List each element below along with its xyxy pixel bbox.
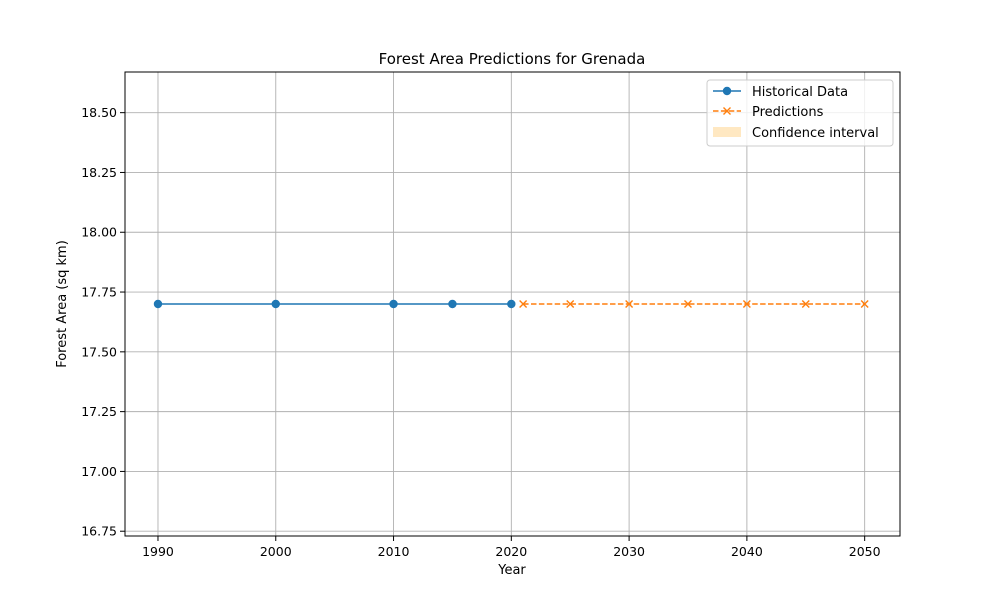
legend-frame (706, 79, 894, 147)
x-tick-label: 2020 (495, 544, 527, 559)
series-layer (153, 299, 869, 309)
legend-confidence-label: Confidence interval (752, 126, 879, 141)
y-tick-label: 16.75 (81, 524, 117, 539)
historical-point (153, 299, 163, 309)
x-tick-label: 2010 (378, 544, 410, 559)
x-tick-label: 2000 (260, 544, 292, 559)
legend-historical-marker (722, 86, 732, 96)
x-tick-label: 2050 (849, 544, 881, 559)
y-tick-label: 17.75 (81, 285, 117, 300)
legend-historical-label: Historical Data (752, 85, 848, 100)
y-tick-label: 18.50 (81, 105, 117, 120)
y-axis-label: Forest Area (sq km) (55, 240, 70, 368)
prediction-point (742, 300, 751, 308)
legend-confidence-swatch (713, 127, 741, 137)
historical-point (507, 299, 516, 309)
chart-title: Forest Area Predictions for Grenada (379, 50, 646, 68)
prediction-point (801, 300, 810, 308)
prediction-point (566, 300, 575, 308)
prediction-point (519, 300, 528, 308)
x-tick-label: 2040 (731, 544, 763, 559)
y-tick-label: 17.25 (81, 404, 117, 419)
legend-predictions-marker (723, 107, 731, 115)
historical-point (271, 299, 280, 309)
legend: Historical Data Predictions Confidence i… (706, 79, 894, 147)
y-tick-label: 17.00 (81, 464, 117, 479)
prediction-point (625, 300, 634, 308)
plot-frame (124, 71, 901, 537)
x-tick-label: 2030 (613, 544, 645, 559)
prediction-point (860, 300, 869, 308)
x-tick-label: 1990 (142, 544, 174, 559)
y-tick-label: 18.00 (81, 225, 117, 240)
x-axis-label: Year (497, 563, 526, 578)
legend-predictions-label: Predictions (752, 105, 824, 120)
historical-point (389, 299, 398, 309)
historical-point (448, 299, 457, 309)
x-axis-ticks: 1990 2000 2010 2020 2030 2040 2050 (142, 536, 881, 559)
y-tick-label: 18.25 (81, 165, 117, 180)
y-tick-label: 17.50 (81, 344, 117, 359)
y-axis-ticks: 16.75 17.00 17.25 17.50 17.75 18.00 18.25 18.50 (81, 105, 125, 539)
prediction-point (683, 300, 692, 308)
